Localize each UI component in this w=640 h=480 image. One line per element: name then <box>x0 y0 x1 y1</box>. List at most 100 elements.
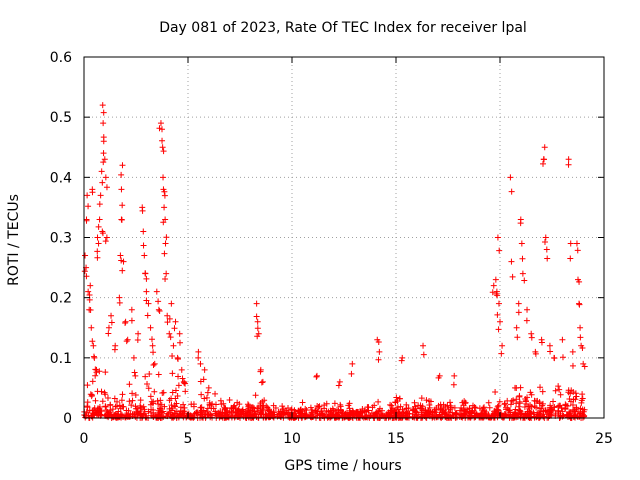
data-point <box>166 330 173 337</box>
data-point <box>111 346 118 353</box>
data-point <box>544 255 551 262</box>
data-point <box>573 393 580 400</box>
data-point <box>291 407 298 414</box>
data-point <box>123 338 130 345</box>
data-point <box>489 289 496 296</box>
data-point <box>118 397 125 404</box>
data-point <box>528 330 535 337</box>
data-point <box>393 406 400 413</box>
data-point <box>85 203 92 210</box>
data-point <box>83 217 90 224</box>
data-point <box>204 405 211 412</box>
data-point <box>563 402 570 409</box>
data-point <box>511 384 518 391</box>
data-point <box>542 234 549 241</box>
data-point <box>482 410 489 417</box>
data-point <box>342 413 349 420</box>
data-point <box>518 240 525 247</box>
data-point <box>569 348 576 355</box>
data-point <box>191 413 198 420</box>
grid-lines <box>84 57 604 418</box>
data-point <box>439 413 446 420</box>
data-point <box>579 391 586 398</box>
data-point <box>94 248 101 255</box>
data-point <box>515 300 522 307</box>
data-point <box>155 401 162 408</box>
data-point <box>456 407 463 414</box>
data-point <box>278 414 284 421</box>
data-point <box>559 336 566 343</box>
data-point <box>573 240 580 247</box>
data-point <box>206 401 213 408</box>
data-point <box>161 204 168 211</box>
data-point <box>579 345 586 352</box>
data-point <box>162 216 169 223</box>
data-point <box>151 388 158 395</box>
data-point <box>494 234 501 241</box>
data-point <box>144 380 151 387</box>
data-point <box>365 412 372 419</box>
data-point <box>180 414 187 421</box>
data-point <box>94 388 101 395</box>
axes: 0 5 10 15 20 25 0 0.1 0.2 0.3 0.4 0.5 0.6 <box>50 50 613 447</box>
data-point <box>388 402 395 409</box>
data-point <box>258 379 265 386</box>
data-point <box>565 389 572 396</box>
data-point <box>99 398 106 405</box>
data-point <box>523 317 530 324</box>
data-point <box>203 408 210 415</box>
data-point <box>579 410 586 417</box>
data-point <box>254 318 261 325</box>
data-point <box>116 402 123 409</box>
data-point <box>162 276 169 283</box>
data-point <box>102 391 109 398</box>
data-point <box>108 312 115 319</box>
data-point <box>143 275 150 282</box>
data-point <box>258 410 265 417</box>
data-point <box>87 307 94 314</box>
data-point <box>151 360 158 367</box>
x-tick-label: 5 <box>184 431 193 447</box>
data-point <box>160 389 167 396</box>
data-point <box>513 324 520 331</box>
data-point <box>559 354 566 361</box>
x-axis-label: GPS time / hours <box>284 458 401 474</box>
data-point <box>90 342 97 349</box>
data-point <box>118 216 125 223</box>
y-tick-label: 0.1 <box>50 351 72 367</box>
data-point <box>254 325 261 332</box>
data-point <box>313 372 320 379</box>
data-point <box>128 402 135 409</box>
data-point <box>157 405 164 412</box>
data-point <box>397 403 404 410</box>
data-point <box>445 406 452 413</box>
data-point <box>159 144 166 151</box>
data-point <box>226 396 233 403</box>
data-point <box>132 392 139 399</box>
data-point <box>396 395 403 402</box>
data-point <box>113 403 120 410</box>
data-point <box>492 411 499 418</box>
data-point <box>190 401 197 408</box>
data-point <box>169 389 176 396</box>
data-point <box>570 396 577 403</box>
data-point <box>514 334 521 341</box>
data-point <box>491 408 498 415</box>
data-point <box>418 395 425 402</box>
data-point <box>458 413 465 420</box>
data-point <box>572 390 579 397</box>
data-point <box>452 410 459 417</box>
data-point <box>567 240 574 247</box>
data-point <box>313 373 320 380</box>
data-point <box>124 336 131 343</box>
data-point <box>411 399 418 406</box>
data-point <box>349 360 356 367</box>
data-point <box>550 398 557 405</box>
data-point <box>519 255 526 262</box>
x-tick-label: 10 <box>283 431 301 447</box>
data-point <box>329 412 336 419</box>
data-point <box>265 407 272 414</box>
data-point <box>555 383 562 390</box>
data-point <box>108 319 115 326</box>
data-point <box>217 397 224 404</box>
